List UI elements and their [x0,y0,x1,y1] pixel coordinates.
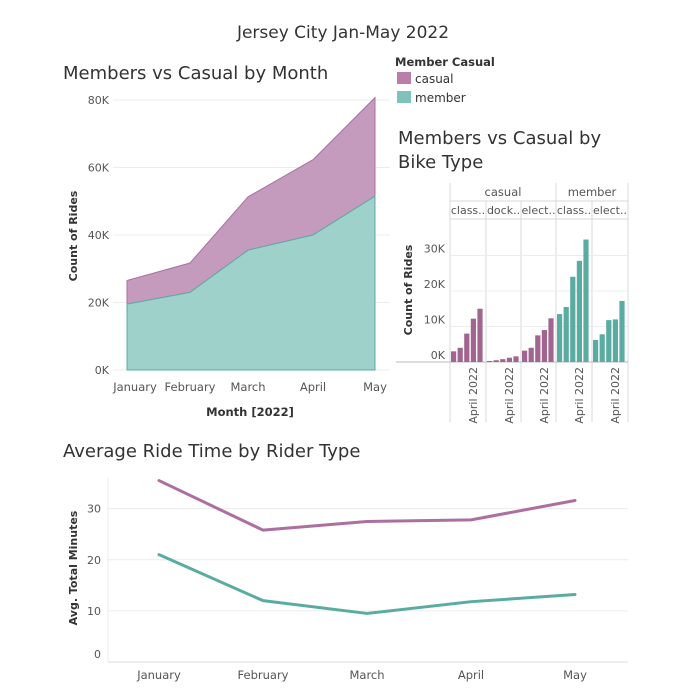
legend-label-member: member [415,91,466,105]
line-chart-gridlines [107,478,628,663]
y-tick-label: 0K [95,364,110,377]
bar[interactable] [563,306,569,362]
y-tick-label: 10K [424,314,446,327]
area-chart-x-ticks: January February March April May [112,380,387,394]
group-header-member: member [568,185,617,199]
line-chart-x-ticks: January February March April May [136,668,587,682]
bar[interactable] [513,356,519,362]
line-casual[interactable] [157,479,577,532]
bar[interactable] [612,319,618,362]
x-tick-label: April 2022 [538,367,551,424]
line-chart-y-ticks: 0 10 20 30 [87,503,101,661]
bar[interactable] [535,335,541,362]
bar[interactable] [576,260,582,362]
x-tick-label: February [165,380,216,394]
bar[interactable] [506,357,512,362]
bar[interactable] [493,360,499,362]
legend-swatch-casual [397,72,411,84]
line-member[interactable] [157,553,577,615]
y-tick-label: 20K [88,297,110,310]
line-chart: Average Ride Time by Rider Type 0102030 … [63,441,628,682]
line-chart-title: Average Ride Time by Rider Type [63,441,360,462]
bar[interactable] [487,360,493,362]
bar-chart-y-axis-label: Count of Rides [402,244,415,335]
y-tick-label: 80K [88,94,110,107]
bar[interactable] [583,239,589,362]
bar-chart-panel-headers: class.. dock.. elect.. class.. elect..casual… [451,185,627,217]
area-chart-x-axis-label: Month [2022] [206,405,294,419]
bar[interactable] [570,276,576,362]
y-tick-label: 0 [94,648,101,661]
bar[interactable] [619,300,625,362]
x-tick-label: April 2022 [503,367,516,424]
line-chart-y-axis-label: Avg. Total Minutes [67,510,80,625]
y-tick-label: 20 [87,554,101,567]
line-chart-marks [157,479,577,615]
bar[interactable] [541,330,547,362]
x-tick-label: April 2022 [573,367,586,424]
panel-label: class.. [451,204,485,217]
x-tick-label: April 2022 [467,367,480,424]
x-tick-label: May [563,668,587,682]
area-chart-y-axis-label: Count of Rides [67,190,80,281]
area-chart: Members vs Casual by Month 0K 20K 40K 60K 80… [63,63,390,419]
y-tick-label: 40K [88,229,110,242]
bar[interactable] [522,350,528,362]
y-tick-label: 30 [87,503,101,516]
area-chart-marks [126,96,376,371]
bar[interactable] [451,351,457,362]
area-chart-y-ticks: 0K 20K 40K 60K 80K [88,94,110,377]
bar[interactable] [457,347,463,362]
bar-chart-marks [451,239,625,362]
bar[interactable] [528,347,534,362]
bar[interactable] [500,359,506,362]
x-tick-label: April [300,380,326,394]
group-header-casual: casual [485,185,522,199]
bar-chart-x-ticks: April 2022 April 2022 April 2022 April 2022… [467,367,622,424]
y-tick-label: 30K [424,243,446,256]
y-tick-label: 20K [424,278,446,291]
panel-label: class.. [557,204,591,217]
bar[interactable] [477,308,483,362]
bar[interactable] [593,339,599,362]
panel-label: dock.. [487,204,520,217]
x-tick-label: April 2022 [609,367,622,424]
color-legend[interactable]: Member Casual casual member [395,55,495,105]
panel-label: elect.. [522,204,556,217]
legend-title: Member Casual [395,55,495,69]
bar-chart-title: Members vs Casual by Bike Type [398,128,607,173]
bar-chart-y-ticks: 0K 10K 20K 30K [424,243,446,363]
x-tick-label: March [230,380,265,394]
bar[interactable] [557,314,563,362]
area-chart-title: Members vs Casual by Month [63,63,328,84]
y-tick-label: 60K [88,162,110,175]
x-tick-label: February [238,668,289,682]
x-tick-label: March [349,668,384,682]
bar[interactable] [548,318,554,362]
panel-label: elect.. [593,204,627,217]
y-tick-label: 0K [431,349,446,362]
bar-chart: Members vs Casual by Bike Type 0K 10K 20K 3… [396,128,629,424]
y-tick-label: 10 [87,605,101,618]
bar[interactable] [606,320,612,362]
legend-swatch-member [397,91,411,103]
x-tick-label: January [112,380,157,394]
bar[interactable] [599,334,605,362]
bar[interactable] [464,333,470,362]
x-tick-label: April [458,668,484,682]
area-member[interactable] [126,195,376,371]
x-tick-label: January [136,668,181,682]
legend-label-casual: casual [415,72,454,86]
bar-chart-frame [449,183,629,422]
dashboard-title: Jersey City Jan-May 2022 [236,23,449,43]
bar[interactable] [470,318,476,362]
x-tick-label: May [363,380,387,394]
